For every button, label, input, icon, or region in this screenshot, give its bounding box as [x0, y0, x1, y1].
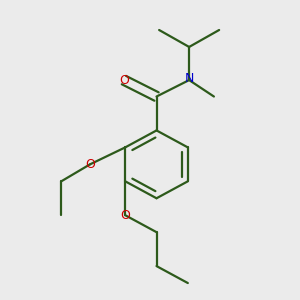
- Text: O: O: [120, 209, 130, 222]
- Text: N: N: [184, 72, 194, 85]
- Text: O: O: [119, 74, 129, 87]
- Text: O: O: [85, 158, 95, 171]
